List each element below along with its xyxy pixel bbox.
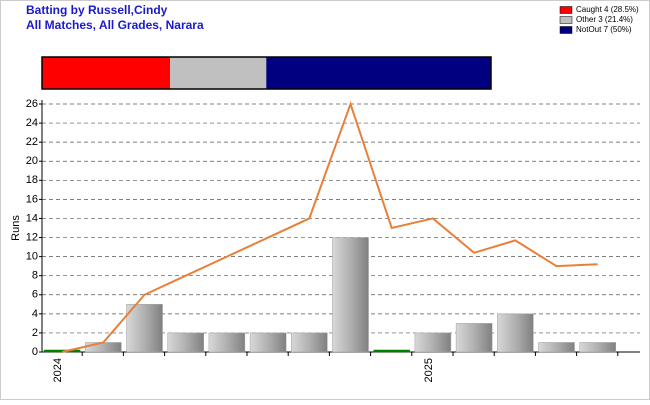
y-tick-label: 0 [32, 346, 38, 358]
x-tick-label: 2025 [423, 358, 435, 382]
chart-subtitle: All Matches, All Grades, Narara [26, 18, 204, 32]
summary-segment [170, 57, 267, 89]
y-tick-label: 6 [32, 289, 38, 301]
bar [291, 332, 328, 353]
bar [249, 332, 287, 353]
chart-title: Batting by Russell,Cindy [26, 3, 168, 17]
y-tick-label: 22 [26, 136, 38, 148]
bar [126, 304, 163, 353]
y-tick-label: 2 [32, 327, 38, 339]
bar [538, 342, 575, 353]
y-tick-label: 8 [32, 270, 38, 282]
summary-segment [266, 57, 491, 89]
legend-swatch [559, 16, 573, 24]
summary-frame [41, 56, 492, 90]
y-tick-label: 16 [26, 193, 38, 205]
x-tick-label: 2024 [52, 358, 64, 382]
bar [332, 237, 369, 353]
y-tick-label: 12 [26, 231, 38, 243]
y-tick-label: 20 [26, 155, 38, 167]
bar [579, 342, 616, 353]
legend-label: NotOut 7 (50%) [576, 25, 632, 34]
summary-segment [42, 57, 171, 89]
y-tick-label: 24 [26, 117, 38, 129]
legend-swatch [559, 26, 573, 34]
bar [85, 342, 122, 353]
bar [497, 313, 534, 353]
y-tick-label: 26 [26, 98, 38, 110]
bar [373, 349, 410, 353]
legend-label: Caught 4 (28.5%) [576, 5, 639, 14]
bar [167, 332, 204, 353]
legend-label: Other 3 (21.4%) [576, 15, 633, 24]
y-tick-label: 4 [32, 308, 38, 320]
y-tick-label: 14 [26, 212, 38, 224]
y-tick-label: 10 [26, 251, 38, 263]
bar [414, 332, 452, 353]
average-line [61, 100, 598, 353]
legend-swatch [559, 6, 573, 14]
y-tick-label: 18 [26, 174, 38, 186]
y-axis-label: Runs [10, 215, 22, 241]
bar [455, 323, 493, 353]
bar [208, 332, 246, 353]
